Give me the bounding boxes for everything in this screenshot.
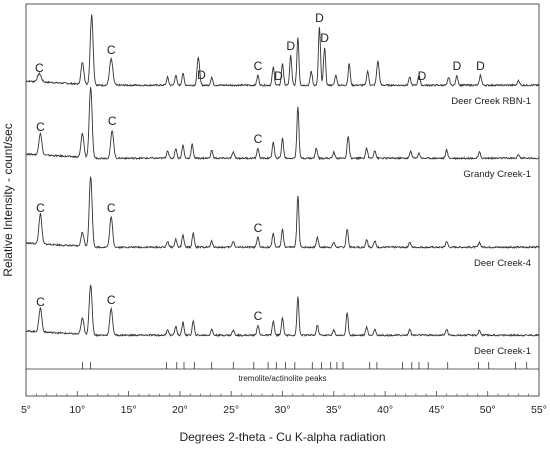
trace-2 <box>25 86 540 161</box>
peak-label-c: C <box>36 201 45 215</box>
peak-label-d: D <box>453 59 462 73</box>
trace-label: Deer Creek-4 <box>474 258 531 269</box>
peak-label-c: C <box>254 309 263 323</box>
peak-label-d: D <box>286 39 295 53</box>
x-tick-label: 50° <box>480 404 496 416</box>
trace-label: Deer Creek RBN-1 <box>451 96 531 107</box>
x-tick-label: 30° <box>275 404 291 416</box>
peak-label-c: C <box>254 221 263 235</box>
peak-label-c: C <box>36 295 45 309</box>
peak-label-d: D <box>197 68 206 82</box>
plot-frame <box>25 3 540 397</box>
trace-4 <box>25 284 540 338</box>
reference-label: tremolite/actinolite peaks <box>238 374 326 383</box>
peak-label-c: C <box>107 201 116 215</box>
peak-label-c: C <box>107 43 116 57</box>
x-tick-label: 10° <box>69 404 85 416</box>
traces-group <box>25 14 540 338</box>
peak-label-c: C <box>254 59 263 73</box>
reference-peaks-group: tremolite/actinolite peaks <box>26 362 539 383</box>
peak-label-d: D <box>315 11 324 25</box>
trace-labels-group: Deer Creek RBN-1 Grandy Creek-1 Deer Creek… <box>451 96 531 357</box>
peak-label-c: C <box>254 132 263 146</box>
x-tick-label: 5° <box>21 404 31 416</box>
peak-label-c: C <box>36 120 45 134</box>
x-axis-title: Degrees 2-theta - Cu K-alpha radiation <box>179 430 385 444</box>
x-tick-label: 35° <box>326 404 342 416</box>
x-tick-label: 45° <box>428 404 444 416</box>
x-tick-label: 25° <box>223 404 239 416</box>
peak-label-d: D <box>274 69 283 83</box>
x-axis: 5° 10° 15° 20° 25° 30° 35° 40° 45° 50° 55° <box>21 391 547 416</box>
x-tick-label: 15° <box>121 404 137 416</box>
x-tick-label: 20° <box>172 404 188 416</box>
x-tick-label: 55° <box>531 404 547 416</box>
y-axis-title: Relative Intensity - count/sec <box>1 123 15 276</box>
peak-label-c: C <box>108 114 117 128</box>
trace-label: Deer Creek-1 <box>474 346 531 357</box>
peak-label-c: C <box>107 293 116 307</box>
trace-3 <box>25 176 540 250</box>
peak-label-d: D <box>320 31 329 45</box>
trace-1 <box>25 14 540 88</box>
peak-label-c: C <box>35 61 44 75</box>
x-tick-label: 40° <box>377 404 393 416</box>
trace-label: Grandy Creek-1 <box>463 169 531 180</box>
peak-label-d: D <box>476 59 485 73</box>
peak-label-d: D <box>418 69 427 83</box>
